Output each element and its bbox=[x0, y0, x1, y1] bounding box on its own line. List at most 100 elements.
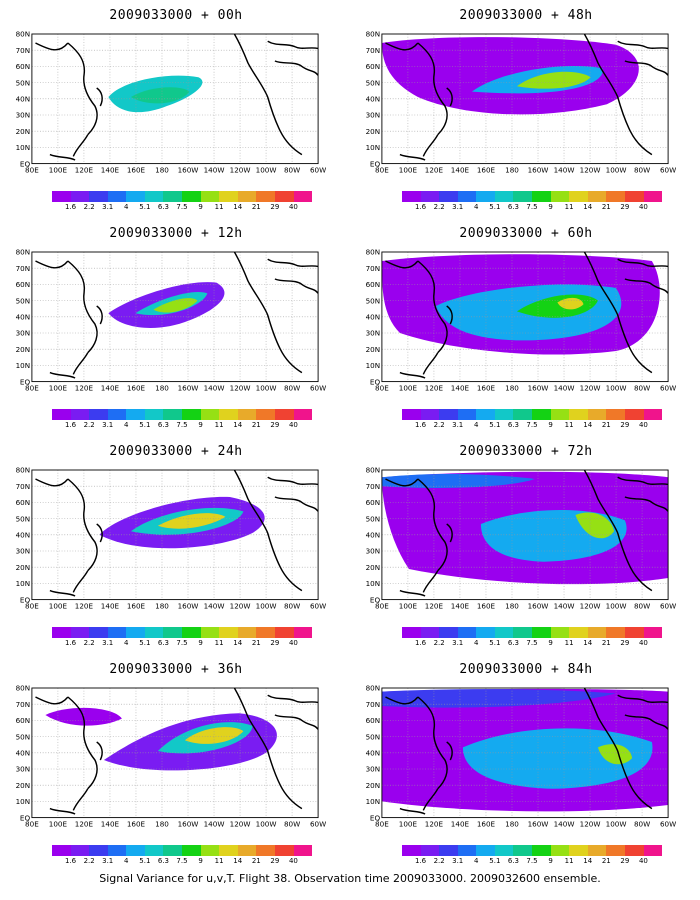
colorbar-tick-label: 29 bbox=[270, 203, 280, 211]
colorbar-swatch bbox=[89, 191, 108, 202]
longitude-label: 60W bbox=[660, 166, 676, 175]
colorbar-swatch bbox=[219, 845, 238, 856]
longitude-label: 160E bbox=[477, 384, 496, 393]
map-frame bbox=[31, 33, 319, 165]
latitude-label: 20N bbox=[366, 127, 381, 136]
coastline bbox=[274, 60, 319, 76]
longitude-label: 120W bbox=[580, 384, 601, 393]
coastline bbox=[267, 476, 319, 486]
coastline bbox=[35, 260, 69, 269]
colorbar-swatch bbox=[89, 845, 108, 856]
colorbar-swatch bbox=[439, 191, 458, 202]
colorbar-swatch bbox=[569, 845, 588, 856]
colorbar-tick-label: 40 bbox=[288, 857, 298, 865]
longitude-label: 80E bbox=[375, 820, 389, 829]
colorbar-tick-label: 14 bbox=[583, 639, 593, 647]
colorbar-swatch bbox=[219, 191, 238, 202]
colorbar-swatch bbox=[476, 845, 495, 856]
colorbar-tick-label: 9 bbox=[198, 203, 203, 211]
colorbar bbox=[52, 627, 313, 638]
colorbar-swatch bbox=[624, 409, 644, 420]
colorbar-tick-label: 29 bbox=[270, 639, 280, 647]
longitude-label: 100W bbox=[606, 384, 627, 393]
latitude-label: 70N bbox=[366, 700, 381, 709]
colorbar-tick-label: 5.1 bbox=[139, 421, 151, 429]
colorbar-tick-label: 3.1 bbox=[452, 639, 464, 647]
colorbar-swatch bbox=[144, 845, 164, 856]
latitude-label: 40N bbox=[16, 313, 31, 322]
colorbar bbox=[402, 845, 663, 856]
latitude-label: 80N bbox=[16, 466, 31, 475]
colorbar-swatch bbox=[182, 409, 201, 420]
coastline bbox=[422, 134, 439, 157]
colorbar-swatch bbox=[513, 845, 533, 856]
colorbar-labels: 1.6 2.2 3.1 4 5.1 6.3 7.5 9 11 14 21 29 40 bbox=[402, 421, 662, 431]
colorbar-swatch bbox=[439, 627, 458, 638]
coastline bbox=[267, 40, 319, 50]
colorbar-swatch bbox=[182, 845, 201, 856]
longitude-label: 120E bbox=[425, 166, 444, 175]
colorbar-tick-label: 14 bbox=[583, 857, 593, 865]
longitude-label: 60W bbox=[660, 384, 676, 393]
latitude-label: 50N bbox=[366, 514, 381, 523]
latitude-label: 60N bbox=[366, 716, 381, 725]
colorbar-swatch bbox=[52, 845, 71, 856]
colorbar-swatch bbox=[237, 845, 257, 856]
coastline bbox=[49, 807, 76, 815]
longitude-label: 140W bbox=[554, 166, 575, 175]
longitude-label: 140W bbox=[204, 602, 225, 611]
longitude-label: 120E bbox=[425, 602, 444, 611]
panel-title: 2009033000 + 24h bbox=[109, 444, 243, 459]
coastline bbox=[446, 87, 453, 107]
longitude-label: 120W bbox=[230, 602, 251, 611]
colorbar-tick-label: 11 bbox=[564, 639, 574, 647]
colorbar-swatch bbox=[494, 409, 514, 420]
colorbar-swatch bbox=[163, 191, 183, 202]
longitude-label: 160W bbox=[178, 166, 199, 175]
latitude-label: 30N bbox=[366, 547, 381, 556]
latitude-label: 80N bbox=[16, 30, 31, 39]
longitude-label: 140W bbox=[554, 820, 575, 829]
coastline bbox=[385, 42, 419, 51]
coastline bbox=[624, 496, 669, 512]
coastline bbox=[624, 714, 669, 730]
colorbar-swatch bbox=[476, 191, 495, 202]
colorbar-tick-label: 4 bbox=[124, 203, 129, 211]
colorbar-tick-label: 7.5 bbox=[176, 203, 188, 211]
latitude-label: 60N bbox=[16, 280, 31, 289]
panel-title: 2009033000 + 60h bbox=[459, 226, 593, 241]
colorbar-swatch bbox=[256, 191, 275, 202]
coastline bbox=[35, 696, 69, 705]
colorbar bbox=[402, 627, 663, 638]
longitude-label: 180 bbox=[505, 384, 519, 393]
colorbar-swatch bbox=[219, 627, 238, 638]
longitude-label: 160E bbox=[127, 820, 146, 829]
colorbar-tick-label: 4 bbox=[124, 421, 129, 429]
latitude-label: 50N bbox=[366, 732, 381, 741]
longitude-label: 60W bbox=[310, 820, 326, 829]
variance-map: 80E 100E 120E 140E 160E 180 160W 140W 120W 100W 80… bbox=[16, 684, 327, 829]
coastline bbox=[274, 714, 319, 730]
colorbar-swatch bbox=[420, 627, 440, 638]
coastline bbox=[417, 478, 448, 572]
coastline bbox=[422, 570, 439, 593]
variance-contour bbox=[157, 513, 226, 529]
longitude-label: 180 bbox=[505, 166, 519, 175]
colorbar-tick-label: 2.2 bbox=[433, 857, 445, 865]
map-frame bbox=[381, 687, 669, 819]
colorbar-tick-label: 3.1 bbox=[102, 203, 114, 211]
longitude-label: 80E bbox=[375, 384, 389, 393]
longitude-label: 160W bbox=[528, 384, 549, 393]
colorbar-swatch bbox=[126, 627, 145, 638]
longitude-label: 120E bbox=[75, 820, 94, 829]
colorbar-tick-label: 3.1 bbox=[102, 857, 114, 865]
colorbar-swatch bbox=[624, 191, 644, 202]
coastline bbox=[399, 371, 426, 379]
colorbar-swatch bbox=[513, 191, 533, 202]
longitude-label: 120E bbox=[75, 384, 94, 393]
colorbar-swatch bbox=[569, 627, 588, 638]
latitude-label: 10N bbox=[16, 797, 31, 806]
colorbar-swatch bbox=[439, 845, 458, 856]
colorbar-swatch bbox=[643, 191, 663, 202]
colorbar-swatch bbox=[274, 191, 294, 202]
